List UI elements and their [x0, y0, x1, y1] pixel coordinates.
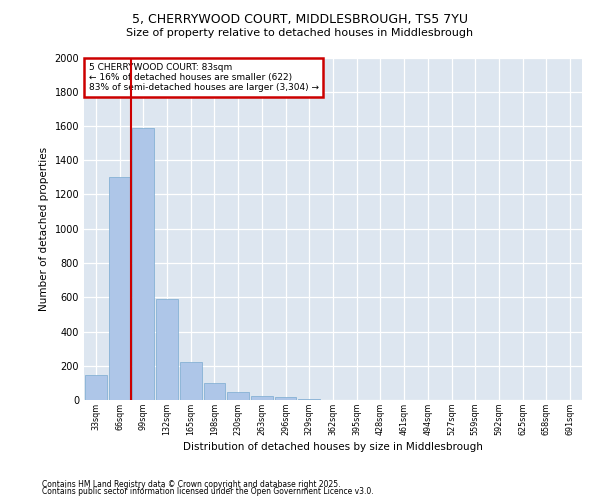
Y-axis label: Number of detached properties: Number of detached properties [39, 146, 49, 311]
Bar [251, 396, 273, 400]
Bar [109, 178, 130, 400]
Bar [180, 362, 202, 400]
Bar [275, 398, 296, 400]
Text: Size of property relative to detached houses in Middlesbrough: Size of property relative to detached ho… [127, 28, 473, 38]
Bar [227, 392, 249, 400]
Bar [85, 375, 107, 400]
Text: 5 CHERRYWOOD COURT: 83sqm
← 16% of detached houses are smaller (622)
83% of semi: 5 CHERRYWOOD COURT: 83sqm ← 16% of detac… [89, 62, 319, 92]
Text: 5, CHERRYWOOD COURT, MIDDLESBROUGH, TS5 7YU: 5, CHERRYWOOD COURT, MIDDLESBROUGH, TS5 … [132, 12, 468, 26]
X-axis label: Distribution of detached houses by size in Middlesbrough: Distribution of detached houses by size … [183, 442, 483, 452]
Bar [133, 128, 154, 400]
Text: Contains public sector information licensed under the Open Government Licence v3: Contains public sector information licen… [42, 487, 374, 496]
Bar [298, 399, 320, 400]
Bar [203, 383, 226, 400]
Bar [156, 299, 178, 400]
Text: Contains HM Land Registry data © Crown copyright and database right 2025.: Contains HM Land Registry data © Crown c… [42, 480, 341, 489]
